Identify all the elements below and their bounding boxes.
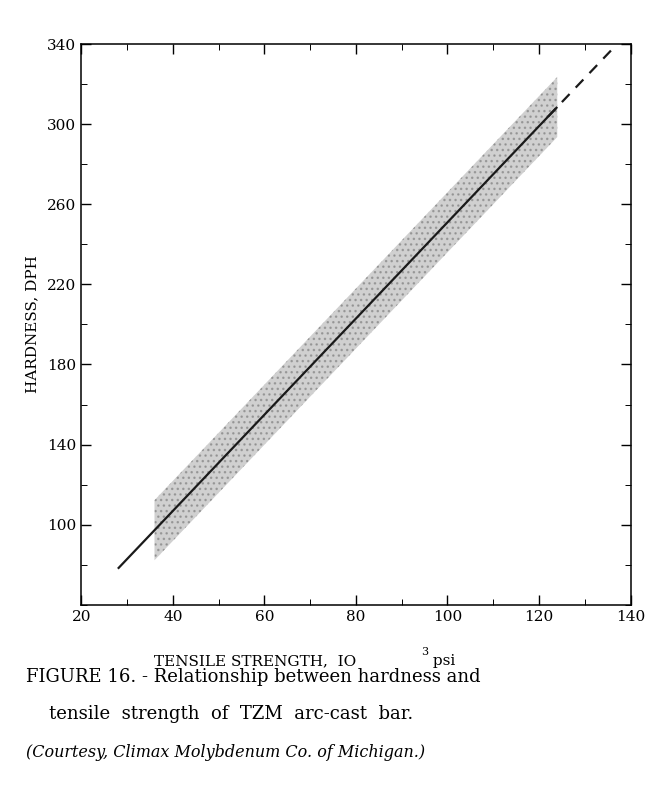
Text: FIGURE 16. - Relationship between hardness and: FIGURE 16. - Relationship between hardne… — [26, 668, 480, 686]
Text: psi: psi — [428, 654, 455, 668]
Text: 3: 3 — [421, 647, 428, 657]
Y-axis label: HARDNESS, DPH: HARDNESS, DPH — [25, 256, 39, 393]
Text: tensile  strength  of  TZM  arc-cast  bar.: tensile strength of TZM arc-cast bar. — [49, 706, 413, 723]
Text: TENSILE STRENGTH,  IO: TENSILE STRENGTH, IO — [153, 654, 356, 668]
Text: (Courtesy, Climax Molybdenum Co. of Michigan.): (Courtesy, Climax Molybdenum Co. of Mich… — [26, 744, 425, 762]
Polygon shape — [155, 77, 557, 560]
